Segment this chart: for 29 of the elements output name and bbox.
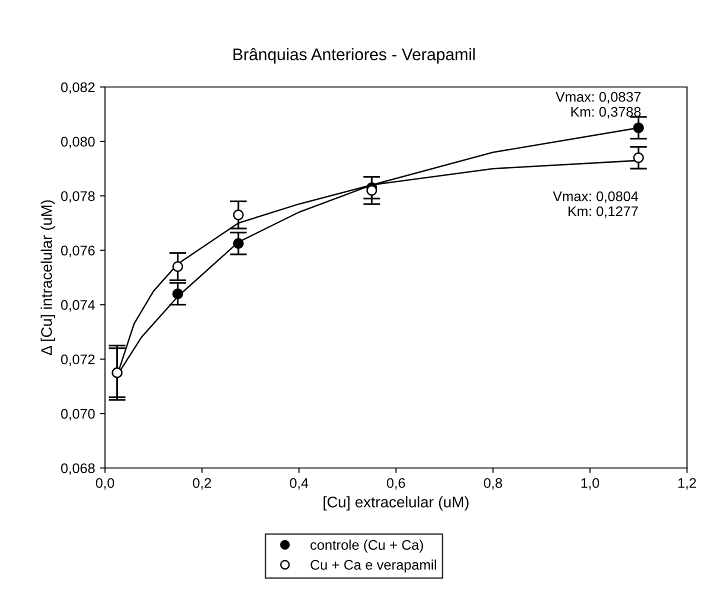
y-axis-title: Δ [Cu] intracelular (uM) xyxy=(40,200,55,356)
x-tick-label: 0,4 xyxy=(290,478,308,490)
x-tick-label: 0,6 xyxy=(386,478,406,490)
x-tick-label: 0,8 xyxy=(484,478,502,490)
x-tick-label: 0,2 xyxy=(192,478,211,490)
legend-label: controle (Cu + Ca) xyxy=(310,540,423,553)
annotation: Vmax: 0,0804 Km: 0,1277 xyxy=(552,191,638,218)
point xyxy=(233,238,244,249)
point xyxy=(233,210,244,220)
point xyxy=(633,122,644,134)
annotation: Vmax: 0,0837 Km: 0,3788 xyxy=(556,92,641,118)
y-tick-label: 0,070 xyxy=(61,408,95,420)
x-tick-label: 0,0 xyxy=(96,478,114,490)
x-axis-title: [Cu] extracelular (uM) xyxy=(324,496,468,510)
y-tick-label: 0,076 xyxy=(61,246,95,258)
point xyxy=(172,261,184,272)
x-tick-label: 1,0 xyxy=(581,478,600,490)
y-tick-label: 0,080 xyxy=(61,136,95,148)
y-tick-label: 0,072 xyxy=(61,354,95,366)
point xyxy=(633,152,644,164)
y-tick-label: 0,078 xyxy=(61,191,95,203)
y-tick-label: 0,068 xyxy=(61,463,95,475)
x-tick-label: 1,2 xyxy=(678,478,696,490)
legend-label: Cu + Ca e verapamil xyxy=(310,560,436,572)
point xyxy=(172,288,184,300)
point xyxy=(366,185,378,196)
chart-title: Brânquias Anteriores - Verapamil xyxy=(234,48,475,64)
y-tick-label: 0,074 xyxy=(61,300,95,312)
y-tick-label: 0,082 xyxy=(61,82,95,94)
